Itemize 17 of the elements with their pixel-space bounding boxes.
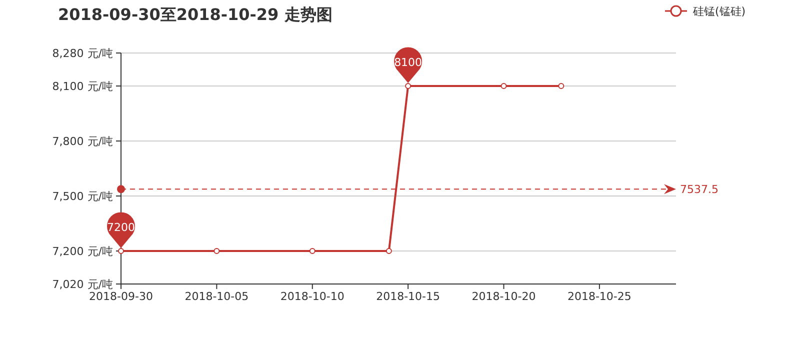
y-tick-label: 7,500 元/吨 [52, 190, 113, 203]
annotation: 8100 [394, 56, 422, 69]
y-tick-label: 7,020 元/吨 [52, 278, 113, 291]
x-tick-label: 2018-10-20 [472, 290, 536, 303]
x-tick-label: 2018-10-05 [184, 290, 249, 303]
x-tick-label: 2018-09-30 [89, 290, 153, 303]
annotation: 7200 [107, 221, 135, 234]
chart-title: 2018-09-30至2018-10-29 走势图 [58, 5, 332, 24]
y-tick-label: 8,100 元/吨 [52, 80, 113, 93]
ref-line-label: 7537.5 [680, 183, 718, 196]
legend-label: 硅锰(锰硅) [692, 5, 746, 18]
x-tick-label: 2018-10-15 [376, 290, 440, 303]
x-tick-label: 2018-10-10 [280, 290, 344, 303]
x-tick-label: 2018-10-25 [567, 290, 632, 303]
y-tick-label: 7,200 元/吨 [52, 245, 113, 258]
y-tick-label: 8,280 元/吨 [52, 47, 113, 60]
y-tick-label: 7,800 元/吨 [52, 135, 113, 148]
